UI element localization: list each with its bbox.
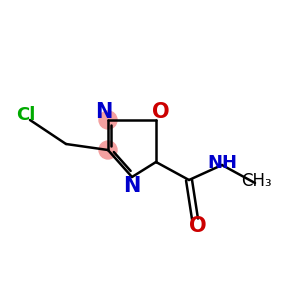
Text: NH: NH [207,154,237,172]
Text: Cl: Cl [16,106,35,124]
Text: O: O [189,217,207,236]
Text: O: O [152,102,169,122]
Text: CH₃: CH₃ [241,172,272,190]
Circle shape [99,141,117,159]
Circle shape [99,111,117,129]
Text: N: N [95,102,112,122]
Text: N: N [123,176,141,196]
